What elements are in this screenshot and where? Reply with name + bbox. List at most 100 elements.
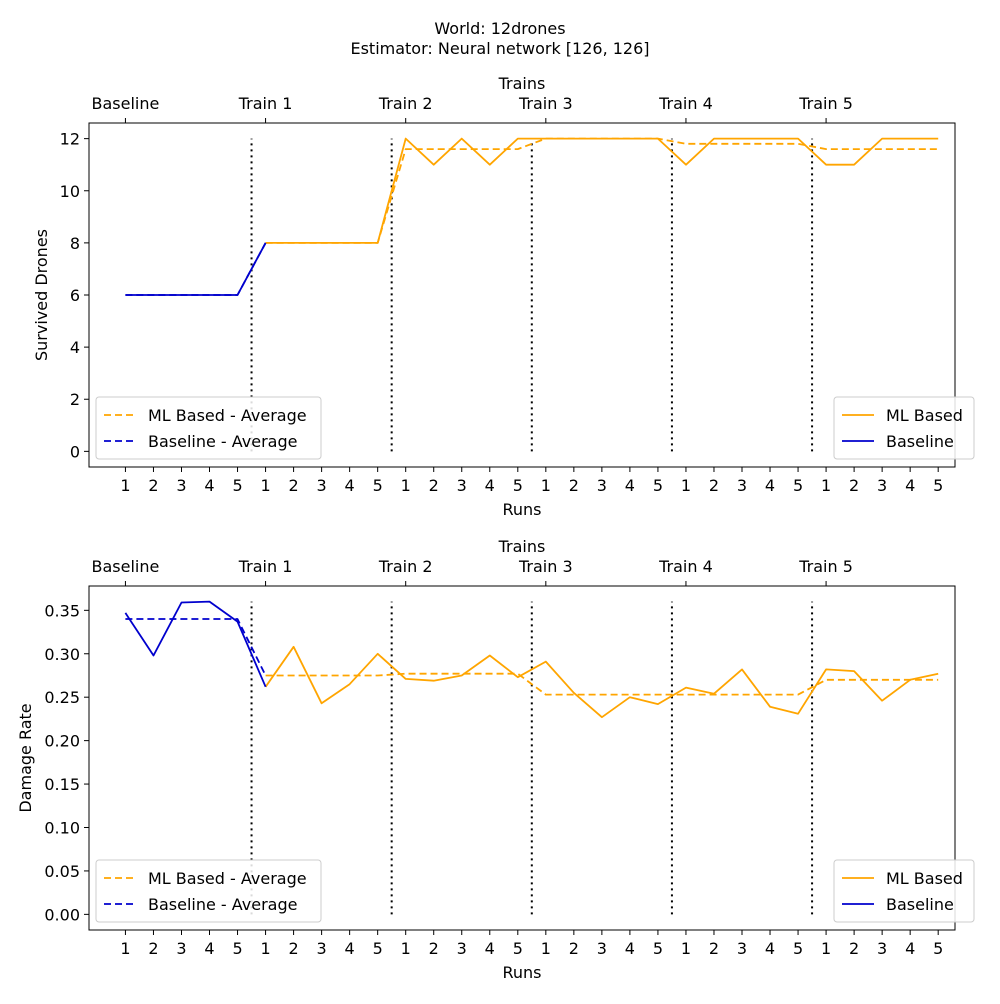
- y-tick-label: 0.20: [44, 732, 80, 751]
- x-tick-label: 2: [288, 476, 298, 495]
- series-line-ml-based-average: [265, 672, 939, 696]
- x-tick-label: 1: [260, 476, 270, 495]
- figure-title-line1: World: 12drones: [434, 19, 565, 38]
- x-tick-label: 1: [541, 476, 551, 495]
- y-tick-label: 0.25: [44, 688, 80, 707]
- top-tick-label: Train 4: [658, 94, 713, 113]
- x-tick-label: 3: [877, 476, 887, 495]
- x-tick-label: 4: [345, 476, 355, 495]
- x-tick-label: 3: [176, 939, 186, 958]
- x-tick-label: 4: [625, 939, 635, 958]
- x-tick-label: 5: [653, 939, 663, 958]
- x-tick-label: 3: [597, 476, 607, 495]
- legend-label: ML Based - Average: [148, 869, 307, 888]
- top-tick-label: Train 3: [518, 557, 573, 576]
- x-tick-label: 5: [232, 939, 242, 958]
- x-tick-label: 3: [317, 939, 327, 958]
- x-tick-label: 1: [681, 939, 691, 958]
- x-tick-label: 3: [597, 939, 607, 958]
- series-line-baseline: [125, 242, 267, 296]
- legend-legend_right: ML Based Baseline: [833, 859, 975, 923]
- x-axis-label: Runs: [502, 963, 541, 982]
- x-tick-label: 4: [345, 939, 355, 958]
- series-line-baseline-average: [125, 618, 267, 676]
- y-axis-label: Survived Drones: [32, 229, 51, 361]
- top-tick-label: Train 1: [238, 94, 293, 113]
- x-tick-label: 4: [905, 939, 915, 958]
- top-tick-label: Train 3: [518, 94, 573, 113]
- legend-box: [95, 859, 322, 923]
- top-tick-label: Train 5: [798, 557, 853, 576]
- series-line-ml-based: [264, 645, 939, 719]
- top-axis-label: Trains: [498, 537, 546, 556]
- x-tick-label: 1: [120, 476, 130, 495]
- y-tick-label: 0.00: [44, 905, 80, 924]
- x-tick-label: 1: [120, 939, 130, 958]
- legend-label: ML Based: [886, 406, 963, 425]
- x-tick-label: 5: [793, 476, 803, 495]
- x-tick-label: 2: [569, 939, 579, 958]
- y-tick-label: 12: [60, 130, 80, 149]
- x-tick-label: 2: [569, 476, 579, 495]
- x-tick-label: 4: [905, 476, 915, 495]
- y-tick-label: 0.35: [44, 601, 80, 620]
- x-tick-label: 2: [709, 939, 719, 958]
- top-tick-label: Train 2: [378, 557, 433, 576]
- x-tick-label: 5: [513, 476, 523, 495]
- legend-box: [833, 859, 975, 923]
- x-tick-label: 5: [373, 939, 383, 958]
- x-tick-label: 1: [681, 476, 691, 495]
- x-tick-label: 2: [148, 939, 158, 958]
- legend-label: Baseline - Average: [148, 895, 297, 914]
- series-line-ml-based-average: [265, 137, 939, 244]
- x-tick-label: 5: [513, 939, 523, 958]
- top-tick-label: Train 5: [798, 94, 853, 113]
- x-tick-label: 3: [457, 939, 467, 958]
- x-tick-label: 2: [849, 939, 859, 958]
- x-tick-label: 3: [457, 476, 467, 495]
- legend-legend_right: ML Based Baseline: [833, 396, 975, 460]
- plot-frame: [88, 585, 956, 931]
- x-tick-label: 3: [176, 476, 186, 495]
- figure-title-line2: Estimator: Neural network [126, 126]: [350, 39, 649, 58]
- x-tick-label: 4: [485, 939, 495, 958]
- top-axis-label: Trains: [498, 74, 546, 93]
- series-line-baseline: [124, 600, 267, 688]
- x-tick-label: 1: [401, 476, 411, 495]
- y-tick-label: 0.15: [44, 775, 80, 794]
- y-tick-label: 8: [70, 234, 80, 253]
- x-tick-label: 4: [204, 476, 214, 495]
- x-axis-label: Runs: [502, 500, 541, 519]
- legend-label: Baseline - Average: [148, 432, 297, 451]
- legend-legend_left: ML Based - Average Baseline - Average: [95, 859, 322, 923]
- x-tick-label: 5: [232, 476, 242, 495]
- y-tick-label: 4: [70, 338, 80, 357]
- legend-box: [833, 396, 975, 460]
- legend-label: ML Based: [886, 869, 963, 888]
- x-tick-label: 3: [737, 476, 747, 495]
- legend-label: Baseline: [886, 895, 954, 914]
- top-tick-label: Train 1: [238, 557, 293, 576]
- x-tick-label: 1: [541, 939, 551, 958]
- damage-rate-chart: 0.000.050.100.150.200.250.300.351 2 3 4 5 1 2 3…: [16, 537, 975, 982]
- x-tick-label: 3: [877, 939, 887, 958]
- top-tick-label: Train 4: [658, 557, 713, 576]
- x-tick-label: 4: [625, 476, 635, 495]
- x-tick-label: 2: [429, 939, 439, 958]
- series-line-ml-based: [265, 137, 939, 244]
- top-tick-label: Baseline: [92, 557, 160, 576]
- top-tick-label: Train 2: [378, 94, 433, 113]
- x-tick-label: 2: [288, 939, 298, 958]
- y-tick-label: 0.05: [44, 862, 80, 881]
- x-tick-label: 3: [737, 939, 747, 958]
- legend-label: Baseline: [886, 432, 954, 451]
- y-tick-label: 0: [70, 442, 80, 461]
- y-tick-label: 0.10: [44, 818, 80, 837]
- y-tick-label: 0.30: [44, 645, 80, 664]
- y-tick-label: 6: [70, 286, 80, 305]
- x-tick-label: 5: [653, 476, 663, 495]
- x-tick-label: 5: [793, 939, 803, 958]
- legend-label: ML Based - Average: [148, 406, 307, 425]
- x-tick-label: 2: [148, 476, 158, 495]
